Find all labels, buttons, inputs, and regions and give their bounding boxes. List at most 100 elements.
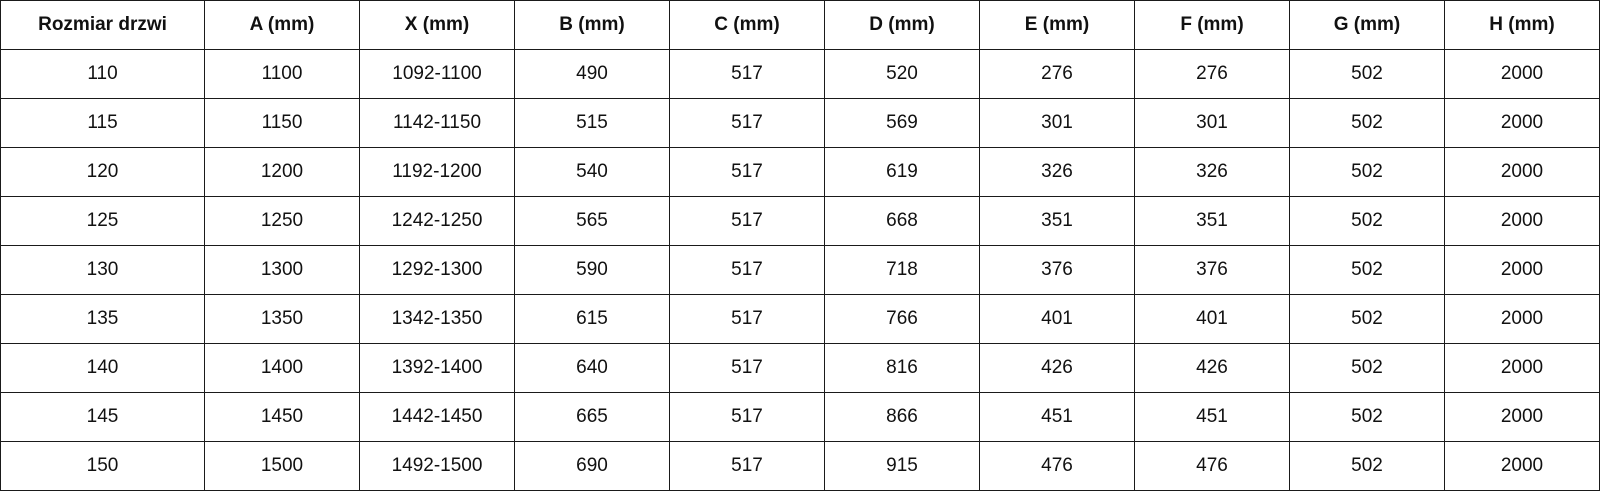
table-row: 140 1400 1392-1400 640 517 816 426 426 502 2000 xyxy=(0,343,1600,393)
table-cell: 668 xyxy=(824,196,980,246)
table-cell: 1242-1250 xyxy=(359,196,515,246)
table-cell: 476 xyxy=(1134,441,1290,491)
table-cell: 565 xyxy=(514,196,670,246)
table-cell: 476 xyxy=(979,441,1135,491)
table-cell: 2000 xyxy=(1444,245,1600,295)
column-header: G (mm) xyxy=(1289,0,1445,50)
table-cell: 2000 xyxy=(1444,392,1600,442)
table-cell: 569 xyxy=(824,98,980,148)
table-cell: 120 xyxy=(0,147,205,197)
table-cell: 866 xyxy=(824,392,980,442)
table-cell: 2000 xyxy=(1444,49,1600,99)
table-cell: 1200 xyxy=(204,147,360,197)
table-cell: 276 xyxy=(1134,49,1290,99)
table-row: 135 1350 1342-1350 615 517 766 401 401 502 2000 xyxy=(0,294,1600,344)
table-cell: 517 xyxy=(669,98,825,148)
table-cell: 2000 xyxy=(1444,98,1600,148)
table-cell: 130 xyxy=(0,245,205,295)
column-header: D (mm) xyxy=(824,0,980,50)
table-cell: 517 xyxy=(669,441,825,491)
table-cell: 301 xyxy=(1134,98,1290,148)
table-cell: 502 xyxy=(1289,49,1445,99)
table-cell: 301 xyxy=(979,98,1135,148)
table-cell: 915 xyxy=(824,441,980,491)
column-header: H (mm) xyxy=(1444,0,1600,50)
table-cell: 515 xyxy=(514,98,670,148)
column-header: X (mm) xyxy=(359,0,515,50)
table-cell: 517 xyxy=(669,49,825,99)
table-cell: 276 xyxy=(979,49,1135,99)
table-cell: 540 xyxy=(514,147,670,197)
table-cell: 502 xyxy=(1289,343,1445,393)
table-cell: 351 xyxy=(1134,196,1290,246)
table-cell: 150 xyxy=(0,441,205,491)
table-cell: 125 xyxy=(0,196,205,246)
table-cell: 426 xyxy=(1134,343,1290,393)
table-cell: 1492-1500 xyxy=(359,441,515,491)
table-cell: 517 xyxy=(669,245,825,295)
column-header: Rozmiar drzwi xyxy=(0,0,205,50)
table-cell: 718 xyxy=(824,245,980,295)
table-cell: 517 xyxy=(669,196,825,246)
table-cell: 2000 xyxy=(1444,196,1600,246)
table-cell: 326 xyxy=(979,147,1135,197)
table-cell: 502 xyxy=(1289,98,1445,148)
column-header: F (mm) xyxy=(1134,0,1290,50)
table-cell: 401 xyxy=(979,294,1135,344)
table-cell: 1350 xyxy=(204,294,360,344)
table-cell: 640 xyxy=(514,343,670,393)
table-cell: 2000 xyxy=(1444,147,1600,197)
table-cell: 665 xyxy=(514,392,670,442)
table-cell: 1092-1100 xyxy=(359,49,515,99)
table-cell: 110 xyxy=(0,49,205,99)
table-cell: 135 xyxy=(0,294,205,344)
header-row: Rozmiar drzwi A (mm) X (mm) B (mm) C (mm) D (… xyxy=(0,0,1600,50)
table-cell: 615 xyxy=(514,294,670,344)
table-cell: 1342-1350 xyxy=(359,294,515,344)
table-cell: 115 xyxy=(0,98,205,148)
table-cell: 502 xyxy=(1289,392,1445,442)
table-cell: 517 xyxy=(669,392,825,442)
table-cell: 2000 xyxy=(1444,441,1600,491)
column-header: E (mm) xyxy=(979,0,1135,50)
table-cell: 1150 xyxy=(204,98,360,148)
table-cell: 326 xyxy=(1134,147,1290,197)
table-cell: 1192-1200 xyxy=(359,147,515,197)
table-cell: 1400 xyxy=(204,343,360,393)
table-row: 145 1450 1442-1450 665 517 866 451 451 502 2000 xyxy=(0,392,1600,442)
column-header: B (mm) xyxy=(514,0,670,50)
table-cell: 1250 xyxy=(204,196,360,246)
table-row: 110 1100 1092-1100 490 517 520 276 276 502 2000 xyxy=(0,49,1600,99)
table-row: 125 1250 1242-1250 565 517 668 351 351 502 2000 xyxy=(0,196,1600,246)
table-cell: 619 xyxy=(824,147,980,197)
table-cell: 1392-1400 xyxy=(359,343,515,393)
table-cell: 1292-1300 xyxy=(359,245,515,295)
table-cell: 517 xyxy=(669,343,825,393)
table-cell: 451 xyxy=(1134,392,1290,442)
table-cell: 1500 xyxy=(204,441,360,491)
column-header: A (mm) xyxy=(204,0,360,50)
table-cell: 451 xyxy=(979,392,1135,442)
table-cell: 2000 xyxy=(1444,294,1600,344)
table-cell: 490 xyxy=(514,49,670,99)
table-cell: 502 xyxy=(1289,441,1445,491)
table-cell: 1450 xyxy=(204,392,360,442)
table-cell: 517 xyxy=(669,294,825,344)
table-cell: 502 xyxy=(1289,196,1445,246)
column-header: C (mm) xyxy=(669,0,825,50)
table-cell: 140 xyxy=(0,343,205,393)
table-cell: 376 xyxy=(979,245,1135,295)
table-cell: 376 xyxy=(1134,245,1290,295)
table-cell: 351 xyxy=(979,196,1135,246)
table-cell: 1300 xyxy=(204,245,360,295)
table-row: 120 1200 1192-1200 540 517 619 326 326 502 2000 xyxy=(0,147,1600,197)
table-cell: 502 xyxy=(1289,147,1445,197)
table-cell: 590 xyxy=(514,245,670,295)
table-cell: 766 xyxy=(824,294,980,344)
table-cell: 517 xyxy=(669,147,825,197)
table-cell: 502 xyxy=(1289,245,1445,295)
table-cell: 502 xyxy=(1289,294,1445,344)
table-cell: 816 xyxy=(824,343,980,393)
table-cell: 1442-1450 xyxy=(359,392,515,442)
